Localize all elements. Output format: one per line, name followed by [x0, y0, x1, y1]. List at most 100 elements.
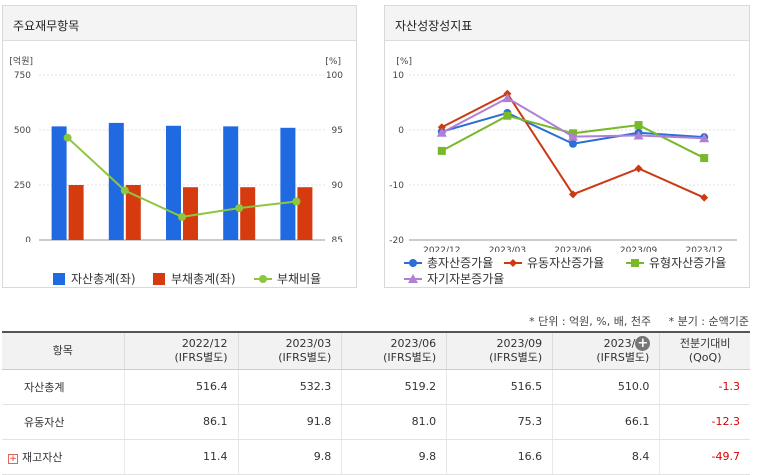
- financial-items-chart: [억원][%]02505007508590951002022/122023/03…: [9, 55, 343, 242]
- panel-title: 주요재무항목: [3, 6, 356, 41]
- y-tick-label: -20: [389, 236, 404, 246]
- add-column-icon[interactable]: +: [635, 336, 651, 351]
- legend-item[interactable]: 유동자산증가율: [503, 254, 604, 271]
- legend-swatch: [404, 274, 422, 283]
- data-point: [568, 131, 578, 141]
- asset-growth-panel: 자산성장성지표 [%] -20 -10 0 10 2022/12 2023/03 2023/0…: [384, 5, 750, 288]
- y-unit: [%]: [396, 57, 412, 67]
- legend-marker: [259, 275, 267, 283]
- cell-value: 532.3: [237, 369, 342, 405]
- legend-item[interactable]: 총자산증가율: [403, 254, 493, 271]
- table-header-row: 항목 2022/12 (IFRS별도) 2023/03 (IFRS별도) 2023/…: [2, 331, 750, 370]
- bar: [166, 125, 181, 240]
- qoq-value: -49.7: [659, 439, 750, 475]
- data-point: [700, 193, 709, 202]
- legend-item[interactable]: 자기자본증가율: [403, 270, 504, 287]
- cell-value: 510.0: [552, 369, 660, 405]
- cell-value: 8.4: [552, 439, 660, 475]
- data-point: [437, 146, 446, 155]
- cell-value: 11.4: [123, 439, 239, 475]
- asset-growth-chart: [%] -20 -10 0 10 2022/12 2023/03 2023/06 2023/09…: [389, 57, 737, 252]
- x-tick-label: 2023/12: [686, 246, 723, 252]
- legend-marker: [509, 259, 517, 267]
- y-tick-label-right: 100: [326, 71, 343, 81]
- cell-value: 75.3: [446, 404, 553, 440]
- bar: [183, 187, 198, 240]
- legend-swatch: [254, 275, 272, 283]
- panel-title: 자산성장성지표: [385, 6, 749, 41]
- y-tick-label-left: 250: [14, 181, 31, 191]
- row-label[interactable]: + 재고자산: [2, 439, 124, 475]
- cell-value: 66.1: [552, 404, 660, 440]
- legend-label: 총자산증가율: [427, 256, 494, 270]
- bar: [51, 126, 67, 240]
- x-tick-label: 2023/09: [620, 246, 658, 252]
- legend-square: [53, 273, 65, 285]
- y-tick-label-left: 750: [14, 71, 31, 81]
- y-tick-label: 0: [398, 126, 404, 136]
- y-tick-label: -10: [389, 181, 404, 191]
- cell-value: 86.1: [123, 404, 239, 440]
- x-tick-label: 2022/12: [423, 246, 460, 252]
- legend-swatch: [53, 273, 65, 285]
- legend-item[interactable]: 자산총계(좌): [53, 270, 136, 287]
- data-point: [178, 212, 186, 221]
- bar: [240, 187, 256, 240]
- financial-table: 항목 2022/12 (IFRS별도) 2023/03 (IFRS별도) 2023/…: [2, 331, 750, 475]
- legend-item[interactable]: 부채비율: [253, 270, 321, 287]
- legend-label: 부채총계(좌): [171, 272, 236, 286]
- y-unit-right: [%]: [325, 57, 341, 67]
- data-point: [503, 111, 512, 120]
- unit-notes: * 단위 : 억원, %, 배, 천주 * 분기 : 순액기준: [515, 313, 749, 329]
- data-point: [437, 123, 446, 132]
- legend-square: [153, 273, 165, 285]
- data-point: [634, 164, 643, 173]
- cell-value: 81.0: [341, 404, 447, 440]
- item-header: 항목: [2, 331, 124, 370]
- column-header: 2023/09 (IFRS별도): [446, 331, 553, 370]
- legend-label: 유동자산증가율: [527, 256, 605, 270]
- cell-value: 516.5: [446, 369, 553, 405]
- bar: [223, 126, 239, 240]
- y-tick-label-left: 0: [25, 236, 31, 242]
- period-note: * 분기 : 순액기준: [668, 315, 749, 328]
- x-tick-label: 2023/06: [554, 246, 592, 252]
- row-label: 유동자산: [2, 404, 124, 440]
- data-point: [633, 130, 644, 140]
- cell-value: 519.2: [341, 369, 447, 405]
- legend-swatch: [504, 259, 522, 267]
- legend-item[interactable]: 부채총계(좌): [153, 270, 236, 287]
- cell-value: 516.4: [123, 369, 239, 405]
- legend-swatch: [153, 273, 165, 285]
- financial-items-panel: 주요재무항목 [억원][%]02505007508590951002022/12…: [2, 5, 357, 288]
- data-point: [569, 139, 577, 148]
- legend-marker: [631, 259, 639, 267]
- cell-value: 9.8: [237, 439, 342, 475]
- column-header: 2023/06 (IFRS별도): [341, 331, 447, 370]
- qoq-value: -12.3: [659, 404, 750, 440]
- legend-item[interactable]: 유형자산증가율: [625, 254, 726, 271]
- cell-value: 9.8: [341, 439, 447, 475]
- data-point: [436, 127, 447, 137]
- legend-swatch: [626, 259, 644, 267]
- table-row: + 재고자산 11.4 9.8 9.8 16.6 8.4 -49.7: [2, 439, 750, 475]
- legend-marker: [409, 259, 417, 267]
- column-header: 2023/03 (IFRS별도): [237, 331, 342, 370]
- legend-label: 유형자산증가율: [649, 256, 727, 270]
- data-point: [235, 204, 244, 213]
- cell-value: 16.6: [446, 439, 553, 475]
- bar: [280, 127, 296, 240]
- legend-label: 부채비율: [277, 272, 322, 286]
- legend-label: 자산총계(좌): [71, 272, 136, 286]
- y-tick-label-right: 95: [332, 126, 343, 136]
- data-point: [292, 197, 301, 206]
- legend-marker: [408, 274, 418, 283]
- data-point: [502, 93, 513, 103]
- y-tick-label-right: 85: [332, 236, 343, 242]
- data-point: [699, 133, 710, 143]
- bar: [68, 185, 84, 240]
- expand-icon[interactable]: +: [8, 453, 18, 464]
- data-point: [120, 186, 129, 195]
- y-unit-left: [억원]: [9, 55, 33, 67]
- y-tick-label-left: 500: [14, 126, 31, 136]
